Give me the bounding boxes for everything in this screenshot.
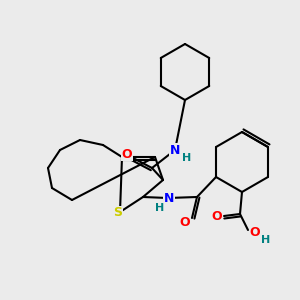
Text: H: H bbox=[261, 235, 271, 245]
Text: H: H bbox=[155, 203, 165, 213]
Text: O: O bbox=[250, 226, 260, 238]
Text: O: O bbox=[212, 209, 222, 223]
Text: O: O bbox=[180, 215, 190, 229]
Text: O: O bbox=[122, 148, 132, 160]
Text: S: S bbox=[113, 206, 122, 220]
Text: N: N bbox=[164, 191, 174, 205]
Text: H: H bbox=[182, 153, 192, 163]
Text: N: N bbox=[170, 143, 180, 157]
